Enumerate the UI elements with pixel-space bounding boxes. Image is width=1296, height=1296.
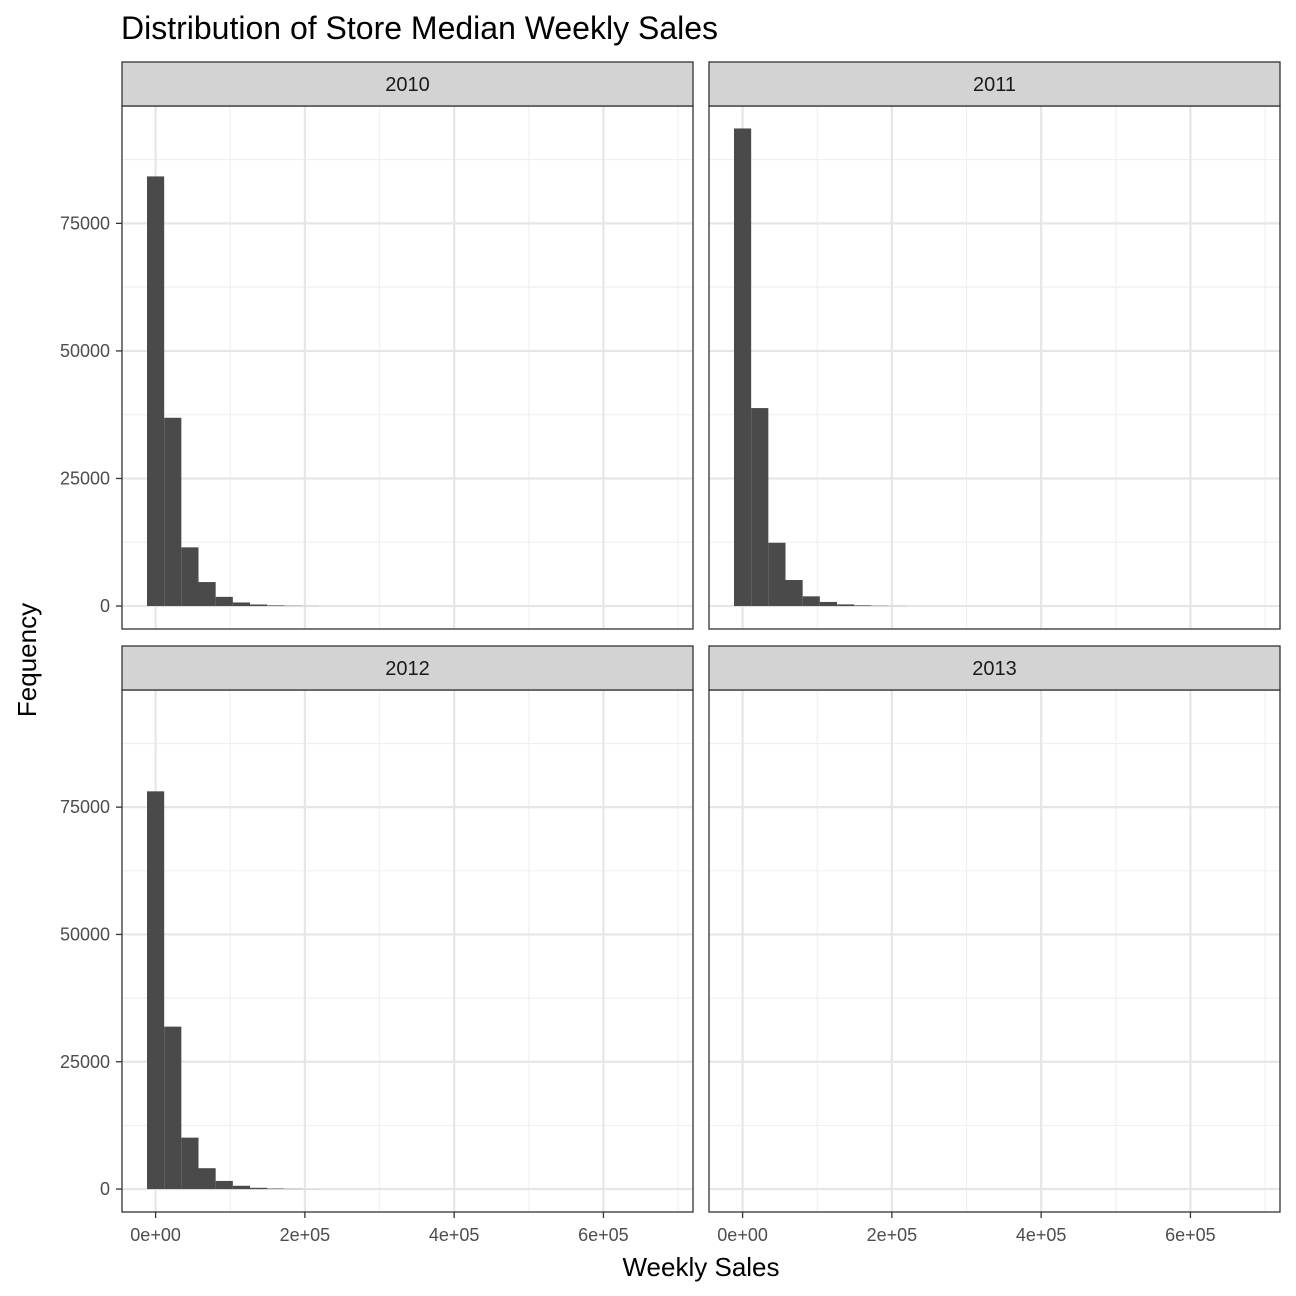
- y-tick-label: 75000: [60, 797, 110, 817]
- histogram-bar: [215, 1180, 233, 1190]
- panel-background: [709, 106, 1280, 629]
- x-tick-label: 0e+00: [130, 1225, 181, 1245]
- panel-background: [122, 690, 693, 1212]
- facet-strip: [121, 61, 694, 107]
- histogram-bar: [785, 580, 803, 607]
- histogram-bar: [198, 1168, 216, 1190]
- x-tick-label: 4e+05: [1016, 1225, 1067, 1245]
- histogram-bar: [232, 1185, 251, 1190]
- y-tick-label: 25000: [60, 468, 110, 488]
- y-tick-label: 0: [100, 1179, 110, 1199]
- histogram-bar: [147, 791, 165, 1190]
- histogram-bar: [164, 1026, 182, 1190]
- histogram-bar: [734, 128, 752, 607]
- facet-strip: [121, 645, 694, 691]
- histogram-bar: [267, 605, 285, 607]
- histogram-bar: [267, 1188, 285, 1190]
- y-tick-label: 25000: [60, 1052, 110, 1072]
- histogram-bar: [768, 542, 786, 607]
- y-tick-label: 50000: [60, 924, 110, 944]
- facet-strip-label: 2012: [385, 658, 430, 680]
- histogram-bar: [147, 176, 165, 607]
- facet-strip-label: 2013: [972, 658, 1017, 680]
- histogram-bar: [181, 1137, 199, 1190]
- histogram-bar: [837, 604, 855, 607]
- x-tick-label: 6e+05: [1165, 1225, 1216, 1245]
- histogram-bar: [250, 604, 268, 607]
- panel-background: [122, 106, 693, 629]
- facet-strip-label: 2010: [385, 74, 430, 96]
- y-tick-label: 0: [100, 596, 110, 616]
- facet-panel-2010: 2010 0 25000 50000 75000: [60, 61, 694, 630]
- histogram-bar: [819, 601, 838, 607]
- facet-strip-label: 2011: [973, 74, 1016, 96]
- histogram-bar: [751, 408, 769, 607]
- x-axis-title: Weekly Sales: [622, 1252, 779, 1282]
- facet-panel-2012: 2012 0 25000 50000 75000 0e+00 2e+05 4e+05 6e+05: [60, 645, 694, 1245]
- y-axis-title: Fequency: [12, 603, 42, 717]
- histogram-bar: [854, 605, 872, 607]
- histogram-bar: [181, 547, 199, 607]
- histogram-bar: [802, 596, 820, 607]
- histogram-bar: [198, 582, 216, 607]
- x-tick-label: 4e+05: [429, 1225, 480, 1245]
- histogram-bar: [215, 596, 233, 607]
- x-tick-label: 2e+05: [867, 1225, 918, 1245]
- facet-panel-2013: 2013 0e+00 2e+05 4e+05 6e+05: [708, 645, 1281, 1245]
- facet-panel-2011: 2011: [708, 61, 1281, 630]
- y-tick-label: 50000: [60, 341, 110, 361]
- histogram-bar: [164, 417, 182, 607]
- x-tick-label: 6e+05: [578, 1225, 629, 1245]
- histogram-bar: [250, 1187, 268, 1190]
- x-tick-label: 0e+00: [717, 1225, 768, 1245]
- chart-title: Distribution of Store Median Weekly Sale…: [121, 10, 718, 46]
- x-tick-label: 2e+05: [280, 1225, 331, 1245]
- facet-panels: 2010 0 25000 50000 75000 2011 2012 0 25000 50000 7…: [60, 61, 1281, 1245]
- facet-strip: [708, 61, 1281, 107]
- facet-strip: [708, 645, 1281, 691]
- y-tick-label: 75000: [60, 213, 110, 233]
- panel-background: [709, 690, 1280, 1212]
- histogram-bar: [232, 602, 251, 607]
